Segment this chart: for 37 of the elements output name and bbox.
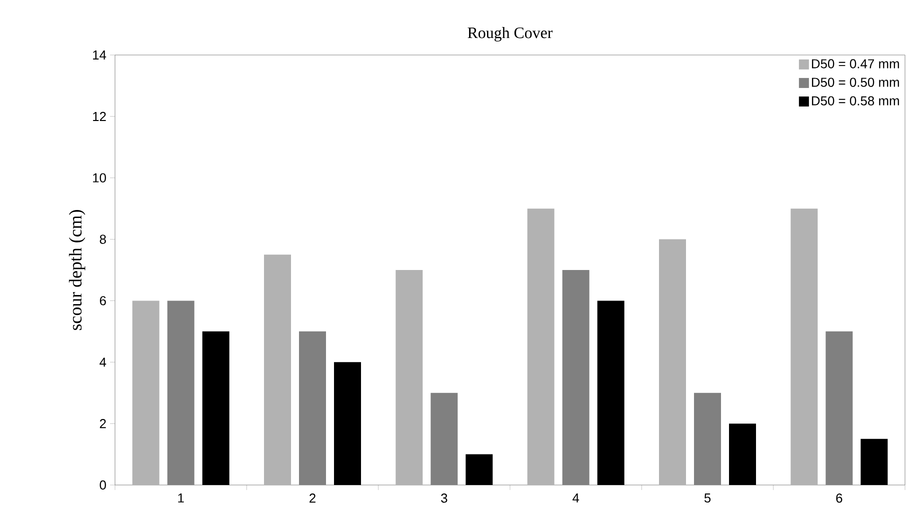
y-tick-label: 10 (93, 173, 106, 182)
bar (466, 454, 493, 485)
bar (659, 239, 686, 485)
bar (264, 254, 291, 485)
y-tick-label: 12 (93, 112, 106, 121)
y-tick-label: 2 (100, 419, 106, 428)
x-tick-label: 3 (441, 494, 448, 503)
y-axis-title: scour depth (cm) (68, 210, 86, 330)
chart-title: Rough Cover (468, 26, 553, 42)
bar (826, 331, 853, 485)
bar (597, 300, 624, 485)
bar (562, 270, 590, 485)
y-tick-label: 6 (100, 296, 106, 306)
bar (334, 362, 362, 485)
x-tick-label: 5 (704, 494, 711, 503)
bar (860, 438, 888, 485)
bar (167, 300, 194, 485)
bar (396, 270, 423, 485)
bar (790, 208, 818, 485)
bar (694, 392, 722, 485)
legend-label: D50 = 0.58 mm (812, 96, 899, 106)
y-tick-label: 8 (100, 234, 106, 244)
bar (299, 331, 326, 485)
x-tick-label: 1 (178, 494, 184, 502)
bar (430, 392, 458, 485)
legend-label: D50 = 0.47 mm (812, 59, 899, 68)
y-tick-label: 0 (100, 480, 106, 490)
x-tick-label: 6 (836, 494, 842, 503)
bar (132, 300, 160, 485)
y-tick-label: 4 (100, 358, 106, 367)
x-tick-label: 2 (310, 494, 316, 503)
y-tick-label: 14 (93, 50, 106, 60)
bar (202, 331, 230, 485)
bar (729, 424, 756, 485)
bar (527, 208, 554, 485)
x-tick-label: 4 (572, 494, 580, 502)
legend-label: D50 = 0.50 mm (812, 78, 899, 87)
